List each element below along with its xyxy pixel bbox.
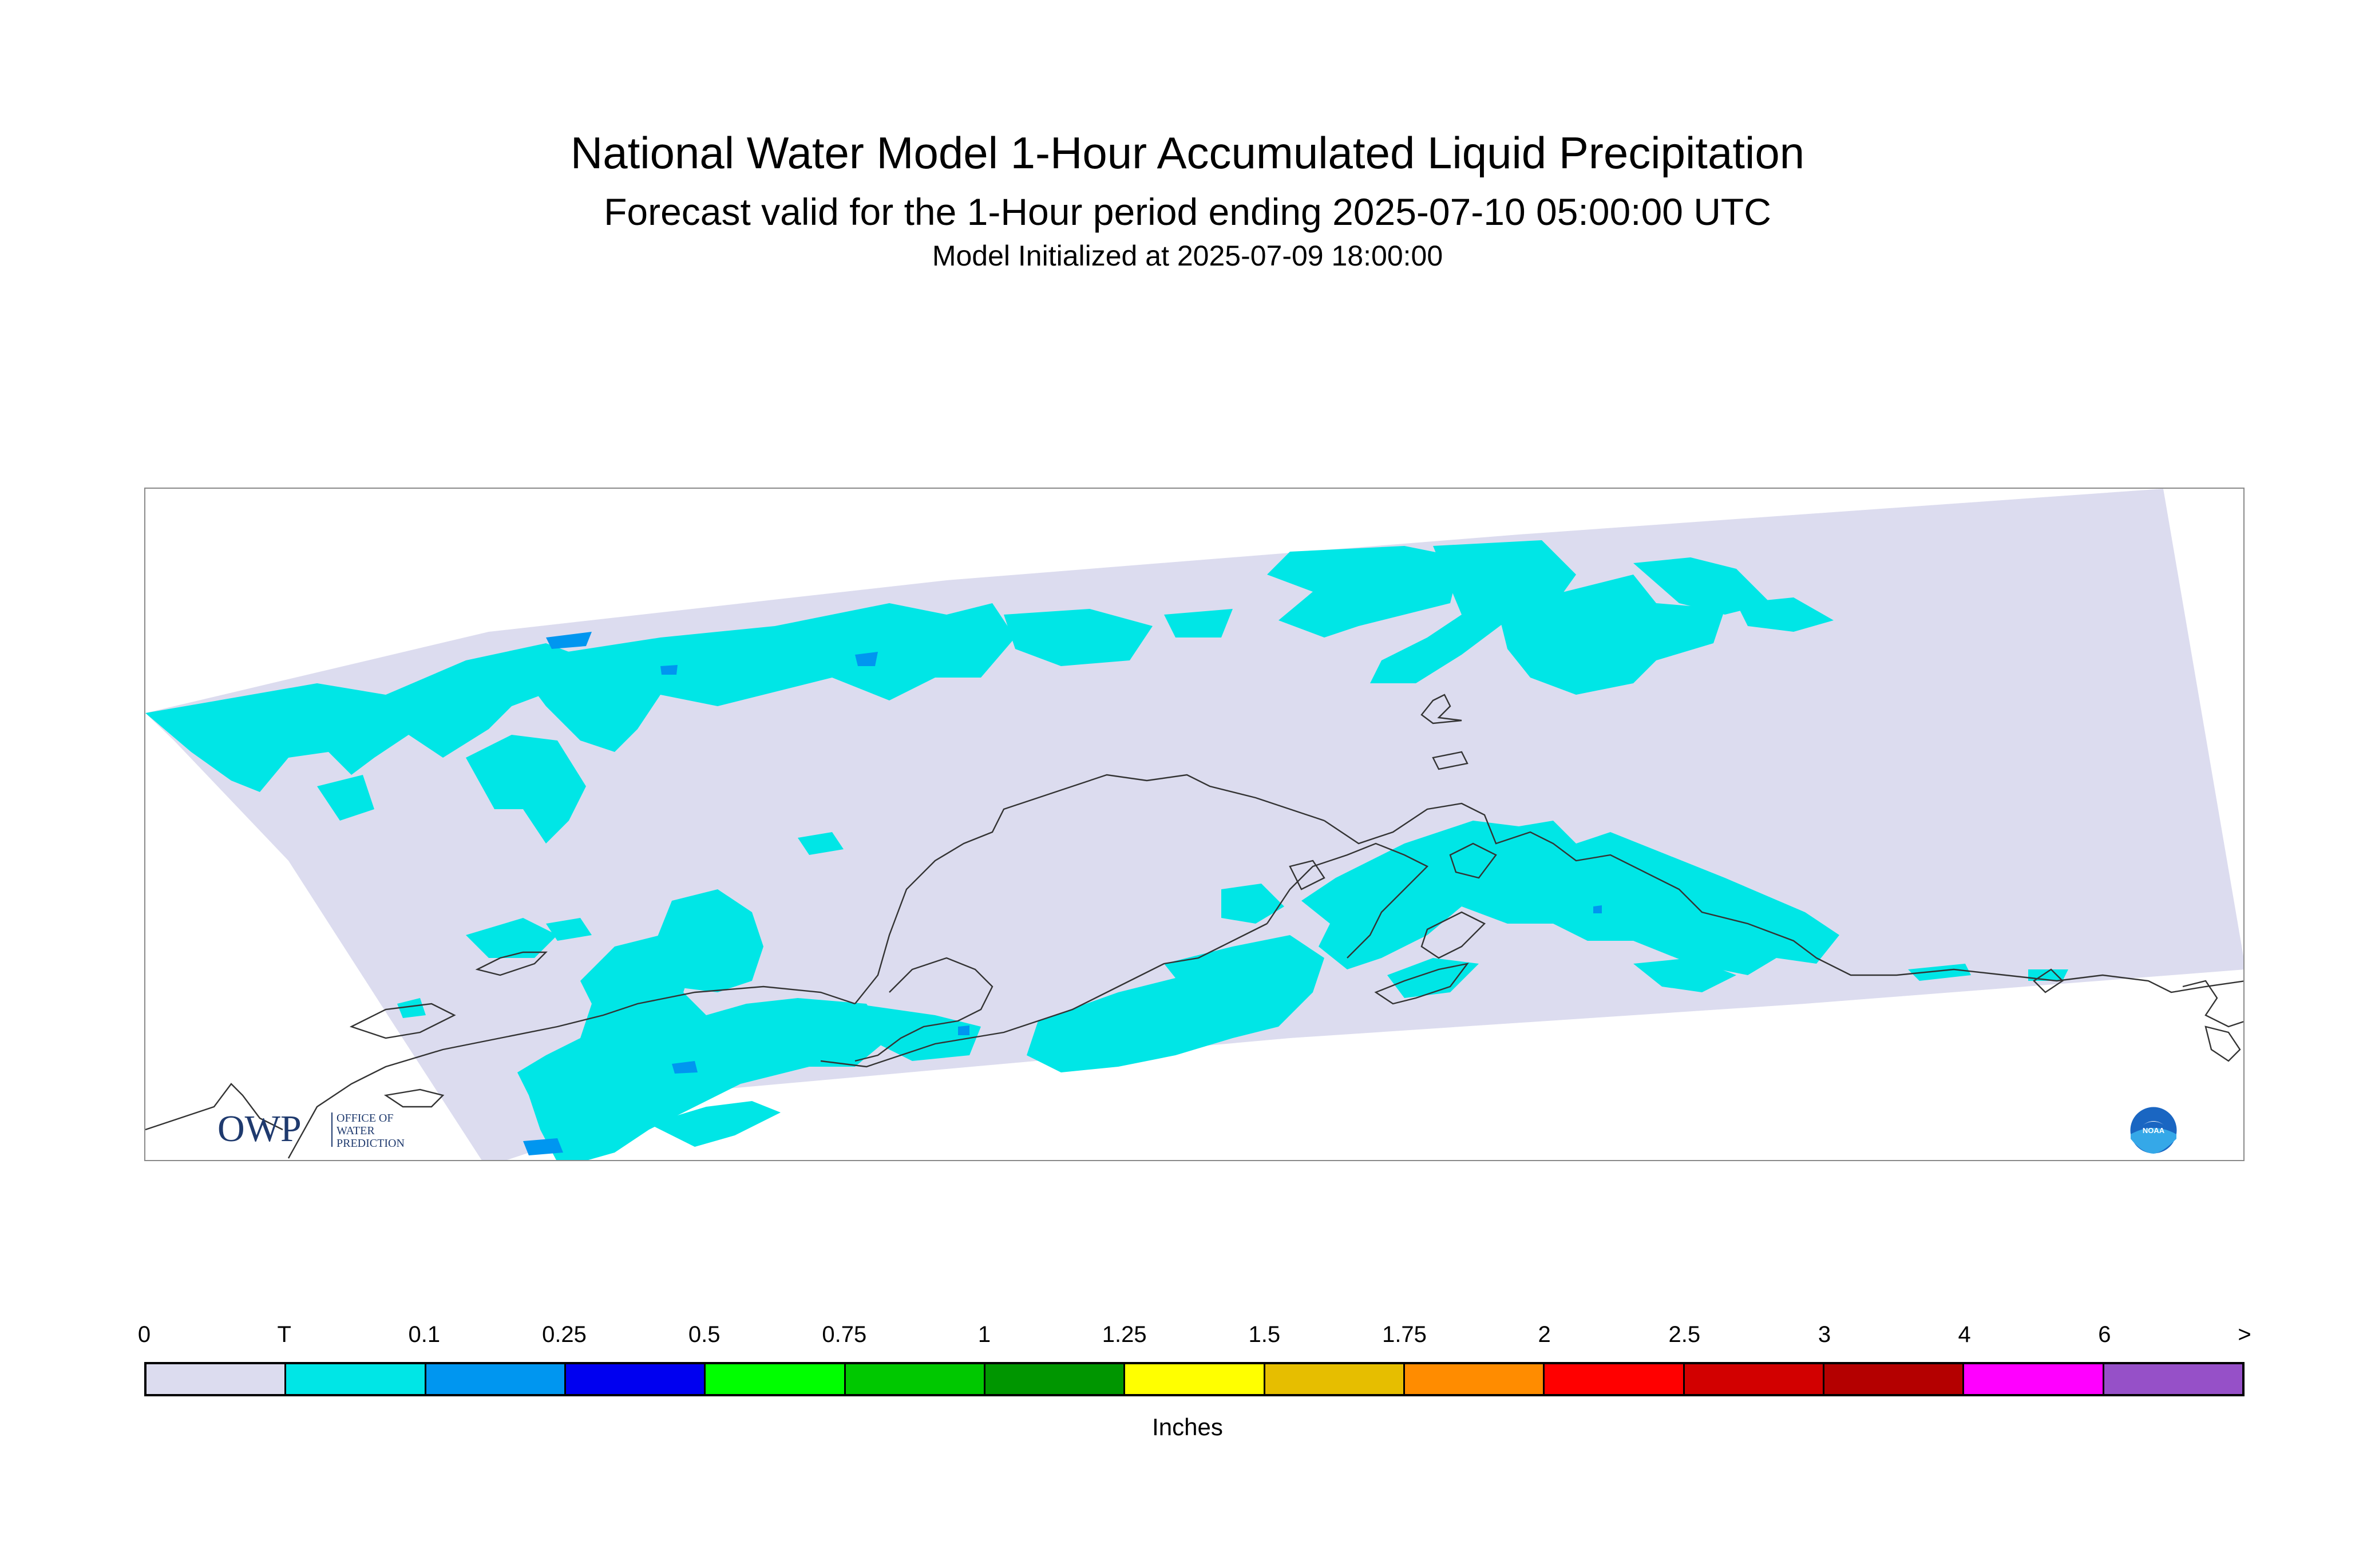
owp-logo-mark: OWP <box>217 1108 302 1150</box>
legend-colorbar <box>144 1362 2245 1396</box>
legend-tick-label: T <box>277 1322 291 1347</box>
legend-swatch-4 <box>706 1364 846 1394</box>
precip-trace-areas <box>145 540 2068 1160</box>
legend-swatch-1 <box>286 1364 426 1394</box>
legend-tick-label: 0.75 <box>822 1322 867 1347</box>
model-domain-area <box>145 489 2243 1160</box>
legend-tick-label: 0.25 <box>542 1322 587 1347</box>
legend-swatch-3 <box>565 1364 706 1394</box>
legend-tick-label: 2 <box>1538 1322 1551 1347</box>
legend-tick-label: 2.5 <box>1668 1322 1701 1347</box>
legend-swatch-0 <box>147 1364 287 1394</box>
legend-tick-label: 4 <box>1958 1322 1971 1347</box>
legend-swatch-8 <box>1265 1364 1405 1394</box>
legend-swatch-7 <box>1125 1364 1265 1394</box>
chart-title: National Water Model 1-Hour Accumulated … <box>570 128 1805 178</box>
legend-tick-label: 0.5 <box>688 1322 721 1347</box>
legend-swatch-11 <box>1684 1364 1824 1394</box>
legend-swatch-14 <box>2104 1364 2242 1394</box>
legend-swatch-5 <box>845 1364 985 1394</box>
owp-logo-line-2: WATER <box>337 1124 375 1137</box>
legend-swatch-6 <box>985 1364 1126 1394</box>
owp-logo-line-1: OFFICE OF <box>337 1112 393 1124</box>
legend-tick-label: 3 <box>1818 1322 1831 1347</box>
coastline <box>145 694 2243 1159</box>
legend-tick-label: 1 <box>977 1322 991 1347</box>
owp-logo-line-3: PREDICTION <box>337 1137 405 1150</box>
legend-units-label: Inches <box>1152 1413 1223 1440</box>
legend-swatch-9 <box>1404 1364 1545 1394</box>
model-init-subtitle: Model Initialized at 2025-07-09 18:00:00 <box>932 240 1443 272</box>
legend-tick-label: > <box>2238 1322 2251 1347</box>
noaa-logo: NOAA <box>2128 1105 2179 1155</box>
legend-swatch-13 <box>1964 1364 2104 1394</box>
legend-swatch-12 <box>1824 1364 1965 1394</box>
legend-tick-label: 1.25 <box>1102 1322 1147 1347</box>
map-canvas <box>145 489 2243 1160</box>
noaa-logo-text: NOAA <box>2143 1126 2165 1135</box>
precipitation-map <box>144 488 2245 1161</box>
legend-tick-label: 0 <box>137 1322 151 1347</box>
legend-swatch-10 <box>1545 1364 1685 1394</box>
legend-swatch-2 <box>426 1364 566 1394</box>
forecast-valid-subtitle: Forecast valid for the 1-Hour period end… <box>604 191 1771 233</box>
precip-light-areas <box>523 632 1602 1155</box>
legend-tick-label: 0.1 <box>408 1322 441 1347</box>
legend-tick-label: 1.5 <box>1248 1322 1281 1347</box>
legend-tick-label: 1.75 <box>1382 1322 1427 1347</box>
owp-logo: OWP OFFICE OF WATER PREDICTION <box>217 1108 405 1150</box>
legend-tick-label: 6 <box>2098 1322 2111 1347</box>
